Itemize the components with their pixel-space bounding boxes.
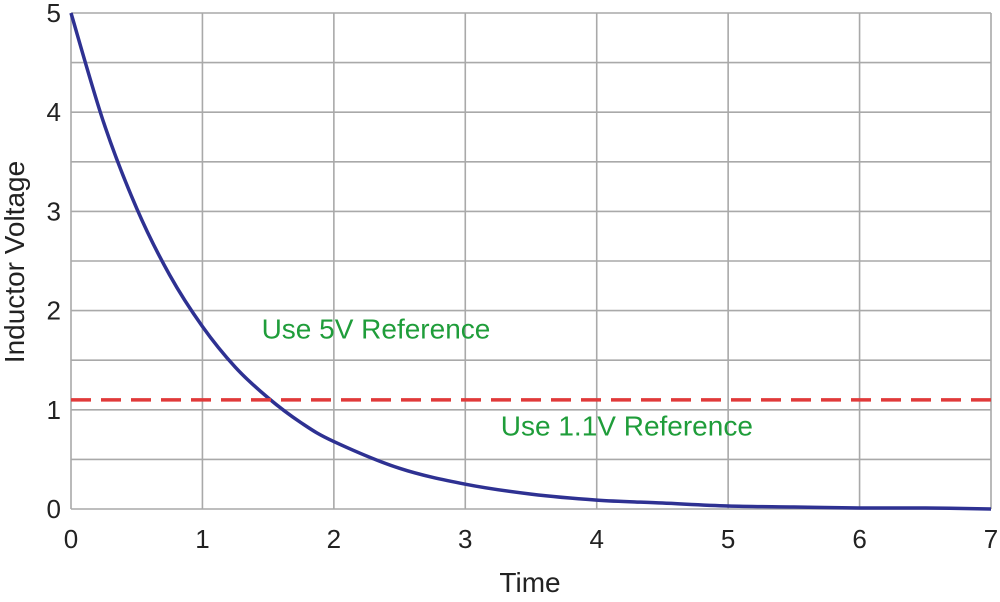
x-tick-label-7: 7 <box>984 524 998 554</box>
y-tick-label-3: 3 <box>47 196 61 226</box>
x-tick-label-3: 3 <box>458 524 472 554</box>
x-tick-label-2: 2 <box>327 524 341 554</box>
x-tick-label-1: 1 <box>195 524 209 554</box>
y-tick-label-5: 5 <box>47 0 61 28</box>
x-tick-label-5: 5 <box>721 524 735 554</box>
tick-labels: 0 1 2 3 4 5 6 7 0 1 2 3 4 5 <box>47 0 999 554</box>
y-axis-label: Inductor Voltage <box>0 161 30 363</box>
grid <box>70 12 992 510</box>
x-axis-label: Time <box>499 567 560 597</box>
annotation-1: Use 1.1V Reference <box>501 411 753 442</box>
x-tick-label-4: 4 <box>589 524 603 554</box>
voltage-decay-curve <box>69 12 992 511</box>
annotations: Use 5V Reference Use 1.1V Reference <box>262 313 753 441</box>
x-tick-label-0: 0 <box>64 524 78 554</box>
y-tick-label-2: 2 <box>47 296 61 326</box>
y-tick-label-0: 0 <box>47 494 61 524</box>
y-tick-label-4: 4 <box>47 97 61 127</box>
x-tick-label-6: 6 <box>852 524 866 554</box>
annotation-0: Use 5V Reference <box>262 313 491 344</box>
y-tick-label-1: 1 <box>47 395 61 425</box>
series-group <box>69 12 992 511</box>
